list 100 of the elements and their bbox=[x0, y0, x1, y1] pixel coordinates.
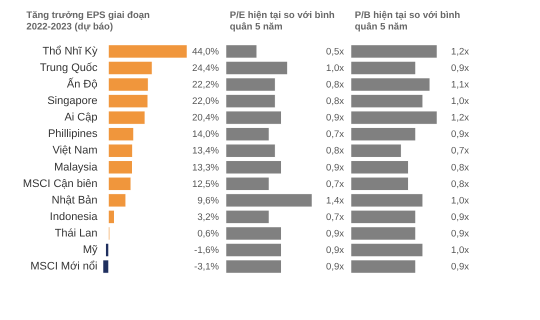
data-label: 1,0x bbox=[451, 195, 470, 206]
data-label: 1,0x bbox=[451, 245, 470, 256]
bar bbox=[350, 210, 416, 224]
bar bbox=[108, 177, 132, 191]
bar bbox=[226, 210, 270, 224]
data-label: 20,4% bbox=[192, 112, 220, 124]
data-label: -1,6% bbox=[194, 245, 220, 256]
bar bbox=[226, 226, 282, 240]
bar bbox=[350, 127, 416, 141]
y-tick-label: Ấn Độ bbox=[66, 78, 98, 91]
data-label: 3,2% bbox=[197, 212, 220, 223]
bar bbox=[350, 194, 423, 208]
data-label: 12,5% bbox=[192, 178, 220, 190]
data-label: 0,9x bbox=[451, 62, 470, 74]
y-tick-label: Trung Quốc bbox=[40, 62, 98, 74]
data-label: 0,8x bbox=[451, 162, 470, 174]
bar bbox=[226, 110, 282, 124]
data-label: 22,0% bbox=[192, 96, 220, 108]
bar bbox=[226, 44, 257, 58]
y-tick-label: Việt Nam bbox=[52, 144, 98, 157]
data-label: 0,9x bbox=[326, 262, 344, 273]
bar bbox=[350, 94, 423, 108]
bar bbox=[226, 194, 312, 208]
bar bbox=[108, 144, 133, 158]
data-label: 1,2x bbox=[451, 112, 470, 124]
bar bbox=[108, 160, 132, 174]
y-tick-label: MSCI Mới nổi bbox=[30, 260, 98, 273]
bar bbox=[226, 127, 270, 141]
chart-title: P/E hiện tại so với bình quân 5 năm bbox=[230, 10, 335, 32]
bar bbox=[350, 44, 438, 58]
chart-title: Tăng trưởng EPS giai đoạn 2022-2023 (dự báo) bbox=[26, 10, 150, 32]
y-tick-label: Phillipines bbox=[48, 128, 98, 140]
chart-title: P/B hiện tại so với bình quân 5 năm bbox=[354, 10, 460, 32]
bar bbox=[226, 144, 276, 158]
data-label: 0,5x bbox=[326, 46, 344, 58]
bar bbox=[350, 110, 438, 124]
data-label: 13,4% bbox=[192, 146, 220, 157]
bar bbox=[350, 61, 416, 75]
y-tick-label: Malaysia bbox=[54, 161, 98, 174]
bar bbox=[108, 110, 146, 124]
data-label: 0,7x bbox=[451, 146, 470, 157]
data-label: 13,3% bbox=[192, 162, 220, 174]
bar bbox=[350, 78, 430, 92]
bar bbox=[108, 127, 134, 141]
bar bbox=[226, 177, 270, 191]
data-label: 0,7x bbox=[326, 212, 344, 223]
y-tick-label: Indonesia bbox=[50, 210, 98, 223]
bar bbox=[226, 160, 282, 174]
data-label: 0,9x bbox=[326, 112, 344, 124]
y-tick-label: Mỹ bbox=[82, 244, 98, 256]
bar bbox=[226, 94, 276, 108]
y-tick-label: Nhật Bản bbox=[52, 194, 98, 206]
bar bbox=[350, 144, 402, 158]
data-label: 1,4x bbox=[326, 195, 344, 206]
bar bbox=[108, 194, 126, 208]
data-label: 1,0x bbox=[326, 62, 344, 74]
bar bbox=[350, 226, 416, 240]
data-label: 24,4% bbox=[192, 62, 220, 74]
bar bbox=[105, 243, 109, 257]
data-label: 0,7x bbox=[326, 129, 344, 140]
bar bbox=[108, 78, 148, 92]
data-label: 0,9x bbox=[326, 228, 344, 240]
bar bbox=[108, 61, 152, 75]
bar bbox=[108, 44, 188, 58]
data-label: -3,1% bbox=[194, 262, 220, 273]
data-label: 0,9x bbox=[451, 129, 470, 140]
data-label: 9,6% bbox=[197, 195, 220, 206]
data-label: 44,0% bbox=[192, 46, 220, 58]
data-label: 14,0% bbox=[192, 129, 220, 140]
bar bbox=[226, 260, 282, 274]
data-label: 1,2x bbox=[451, 46, 470, 58]
bar bbox=[350, 160, 409, 174]
y-tick-label: Singapore bbox=[47, 95, 98, 108]
data-label: 1,1x bbox=[451, 80, 470, 91]
data-label: 0,9x bbox=[451, 212, 470, 223]
data-label: 0,8x bbox=[326, 80, 344, 91]
bar bbox=[350, 243, 423, 257]
data-label: 0,9x bbox=[326, 162, 344, 174]
data-label: 0,7x bbox=[326, 178, 344, 190]
bar bbox=[350, 177, 409, 191]
data-label: 0,8x bbox=[326, 146, 344, 157]
data-label: 0,8x bbox=[326, 96, 344, 108]
data-label: 1,0x bbox=[451, 96, 470, 108]
data-label: 22,2% bbox=[192, 80, 220, 91]
data-label: 0,9x bbox=[326, 245, 344, 256]
data-label: 0,9x bbox=[451, 228, 470, 240]
bar bbox=[108, 94, 148, 108]
bar bbox=[102, 260, 109, 274]
y-tick-label: Thái Lan bbox=[54, 227, 98, 240]
bar bbox=[226, 61, 288, 75]
data-label: 0,9x bbox=[451, 262, 470, 273]
bar bbox=[350, 260, 416, 274]
y-tick-label: Ai Cập bbox=[64, 112, 98, 124]
y-tick-label: Thổ Nhĩ Kỳ bbox=[42, 45, 98, 58]
data-label: 0,8x bbox=[451, 178, 470, 190]
y-tick-label: MSCI Cận biên bbox=[22, 178, 98, 190]
bar bbox=[226, 78, 276, 92]
data-label: 0,6% bbox=[197, 228, 220, 240]
bar bbox=[108, 210, 114, 224]
bar bbox=[226, 243, 282, 257]
